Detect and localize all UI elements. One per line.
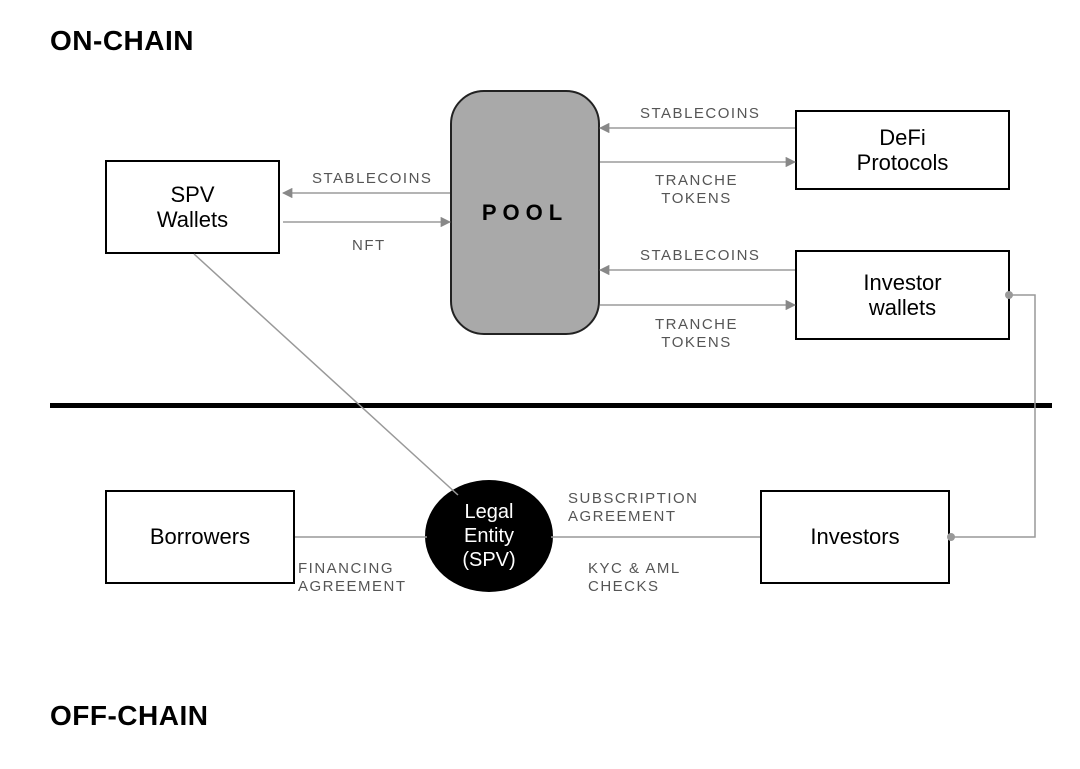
node-borrowers: Borrowers xyxy=(105,490,295,584)
label-spv-nft: NFT xyxy=(352,237,386,255)
node-label: Borrowers xyxy=(150,524,250,549)
label-defi-tranche: TRANCHETOKENS xyxy=(655,172,738,208)
node-label: Investors xyxy=(810,524,899,549)
label-kyc-aml: KYC & AMLCHECKS xyxy=(588,560,681,596)
node-defi-protocols: DeFiProtocols xyxy=(795,110,1010,190)
node-spv-wallets: SPVWallets xyxy=(105,160,280,254)
node-label: POOL xyxy=(482,200,568,226)
label-financing-agreement: FINANCINGAGREEMENT xyxy=(298,560,407,596)
label-defi-stablecoins: STABLECOINS xyxy=(640,105,760,123)
node-label: Investorwallets xyxy=(863,270,941,321)
label-spv-stablecoins: STABLECOINS xyxy=(312,170,432,188)
label-subscription-agreement: SUBSCRIPTIONAGREEMENT xyxy=(568,490,699,526)
node-label: LegalEntity(SPV) xyxy=(462,500,515,572)
section-title-offchain: OFF-CHAIN xyxy=(50,700,208,732)
node-legal-entity: LegalEntity(SPV) xyxy=(425,480,553,592)
label-inv-tranche: TRANCHETOKENS xyxy=(655,316,738,352)
chain-divider xyxy=(50,403,1052,408)
node-label: DeFiProtocols xyxy=(857,125,949,176)
node-investor-wallets: Investorwallets xyxy=(795,250,1010,340)
node-investors: Investors xyxy=(760,490,950,584)
section-title-onchain: ON-CHAIN xyxy=(50,25,194,57)
node-pool: POOL xyxy=(450,90,600,335)
node-label: SPVWallets xyxy=(157,182,228,233)
label-inv-stablecoins: STABLECOINS xyxy=(640,247,760,265)
line-spv-to-legal xyxy=(194,254,458,495)
